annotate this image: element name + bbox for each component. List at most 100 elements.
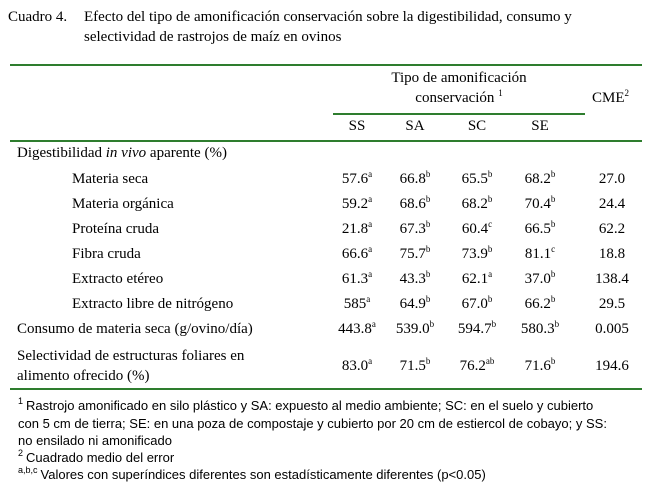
significance-letter: c bbox=[551, 244, 556, 254]
table-cell: 68.6b bbox=[380, 194, 450, 213]
table-cell: 71.5b bbox=[380, 356, 450, 375]
significance-letter: a bbox=[371, 319, 376, 329]
table-cell: 83.0a bbox=[322, 356, 392, 375]
group-header-text: conservación bbox=[415, 90, 495, 106]
row-label: Selectividad de estructuras foliares en bbox=[17, 348, 245, 364]
cell-value: 539.0 bbox=[395, 321, 430, 337]
significance-letter: b bbox=[425, 294, 431, 304]
cme-header: CME2 bbox=[592, 88, 630, 107]
table-cell: 68.2b bbox=[505, 169, 575, 188]
significance-letter: b bbox=[550, 169, 556, 179]
cell-value: 67.3 bbox=[399, 221, 426, 237]
cell-value: 64.9 bbox=[399, 296, 426, 312]
significance-letter: b bbox=[425, 194, 431, 204]
footnote-mark: a,b,c bbox=[18, 465, 38, 475]
cell-value: 75.7 bbox=[399, 246, 426, 262]
significance-letter: c bbox=[488, 219, 493, 229]
cell-value: 59.2 bbox=[341, 196, 369, 212]
footnote: 1 Rastrojo amonificado en silo plástico y… bbox=[18, 396, 593, 414]
bottom-rule bbox=[10, 388, 642, 390]
table-cell: 580.3b bbox=[505, 319, 575, 338]
table-cell: 67.0b bbox=[442, 295, 512, 313]
table-cell: 57.6a bbox=[322, 169, 392, 188]
significance-letter: b bbox=[550, 356, 556, 366]
cell-value: 68.2 bbox=[524, 171, 551, 187]
cell-value: 71.6 bbox=[524, 358, 551, 374]
cell-value: 66.6 bbox=[341, 246, 369, 262]
cell-value: 66.5 bbox=[524, 221, 551, 237]
table-cell: 66.8b bbox=[380, 169, 450, 188]
table-cell: 70.4b bbox=[505, 195, 575, 213]
cell-value: 21.8 bbox=[341, 221, 369, 237]
significance-letter: a bbox=[366, 294, 371, 304]
table-cell: 64.9b bbox=[380, 294, 450, 313]
table-cell: 76.2ab bbox=[442, 357, 512, 375]
table-cell: 66.5b bbox=[505, 220, 575, 238]
cell-value: 76.2 bbox=[459, 358, 486, 374]
cme-cell: 27.0 bbox=[598, 171, 626, 187]
column-header-se: SE bbox=[531, 118, 549, 134]
section-italic: in vivo bbox=[105, 145, 147, 161]
cell-value: 65.5 bbox=[461, 171, 488, 187]
significance-letter: a bbox=[368, 244, 373, 254]
row-label: Proteína cruda bbox=[72, 221, 160, 237]
table-cell: 585a bbox=[322, 294, 392, 313]
column-header-sc: SC bbox=[467, 118, 487, 134]
significance-letter: b bbox=[487, 169, 493, 179]
table-cell: 71.6b bbox=[505, 356, 575, 375]
table-cell: 62.1a bbox=[442, 269, 512, 288]
table-cell: 37.0b bbox=[505, 270, 575, 288]
cell-value: 57.6 bbox=[341, 171, 369, 187]
table-cell: 81.1c bbox=[505, 244, 575, 263]
footnote-mark: 1 bbox=[18, 396, 24, 406]
column-header-sa: SA bbox=[405, 118, 425, 134]
header-rule bbox=[10, 140, 642, 142]
significance-letter: a bbox=[368, 169, 373, 179]
cell-value: 60.4 bbox=[461, 221, 489, 237]
table-cell: 65.5b bbox=[442, 169, 512, 188]
table-cell: 594.7b bbox=[442, 320, 512, 338]
significance-letter: b bbox=[425, 269, 431, 279]
column-header-ss: SS bbox=[348, 118, 366, 134]
caption-line1: Efecto del tipo de amonificación conserv… bbox=[84, 9, 572, 25]
caption-label: Cuadro 4. bbox=[8, 9, 68, 25]
table-cell: 443.8a bbox=[322, 319, 392, 338]
cell-value: 61.3 bbox=[341, 271, 369, 287]
significance-letter: b bbox=[554, 319, 560, 329]
group-header-line1: Tipo de amonificación bbox=[391, 70, 527, 86]
top-rule bbox=[10, 64, 642, 66]
footnote: a,b,c Valores con superíndices diferentes… bbox=[18, 465, 486, 483]
cell-value: 68.6 bbox=[399, 196, 426, 212]
table-cell: 75.7b bbox=[380, 244, 450, 263]
table-cell: 66.6a bbox=[322, 244, 392, 263]
cell-value: 68.2 bbox=[461, 196, 488, 212]
significance-letter: a bbox=[368, 194, 373, 204]
footnote: no ensilado ni amonificado bbox=[18, 433, 172, 448]
footnote-text: Valores con superíndices diferentes son … bbox=[40, 467, 486, 482]
significance-letter: a bbox=[368, 356, 373, 366]
group-footnote-mark: 1 bbox=[498, 88, 503, 98]
table-cell: 539.0b bbox=[380, 319, 450, 338]
significance-letter: b bbox=[425, 356, 431, 366]
cell-value: 580.3 bbox=[520, 321, 555, 337]
significance-letter: b bbox=[425, 244, 431, 254]
table-cell: 21.8a bbox=[322, 220, 392, 238]
table-cell: 43.3b bbox=[380, 269, 450, 288]
row-label: Fibra cruda bbox=[72, 246, 141, 262]
cell-value: 62.1 bbox=[461, 271, 489, 287]
section-digestibilidad: Digestibilidad in vivo aparente (%) bbox=[17, 145, 227, 162]
section-text: Digestibilidad bbox=[17, 145, 106, 161]
significance-letter: a bbox=[488, 269, 493, 279]
row-label: Materia seca bbox=[72, 171, 149, 187]
cme-cell: 138.4 bbox=[595, 271, 629, 287]
table-cell: 67.3b bbox=[380, 220, 450, 238]
significance-letter: b bbox=[425, 169, 431, 179]
row-label: Materia orgánica bbox=[72, 196, 174, 212]
row-label-line2: alimento ofrecido (%) bbox=[17, 368, 150, 384]
significance-letter: b bbox=[429, 319, 435, 329]
cme-cell: 194.6 bbox=[595, 358, 629, 374]
cme-cell: 24.4 bbox=[598, 196, 626, 212]
cme-footnote-mark: 2 bbox=[624, 88, 630, 98]
cell-value: 70.4 bbox=[524, 196, 551, 212]
